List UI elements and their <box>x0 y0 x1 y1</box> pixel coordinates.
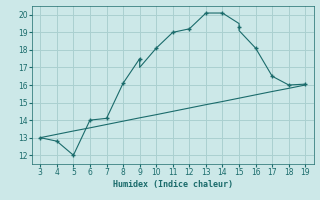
X-axis label: Humidex (Indice chaleur): Humidex (Indice chaleur) <box>113 180 233 189</box>
